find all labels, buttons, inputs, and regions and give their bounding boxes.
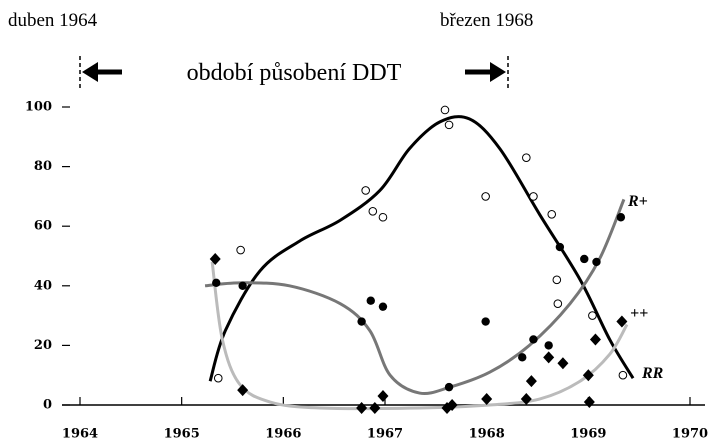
curve-label: ++	[630, 305, 648, 322]
point	[616, 213, 626, 222]
point	[588, 311, 597, 320]
fit-curve	[204, 198, 626, 396]
point	[580, 254, 589, 264]
fit-curve	[208, 115, 635, 382]
point	[369, 401, 381, 414]
point	[481, 192, 490, 201]
point	[236, 245, 245, 255]
point	[238, 281, 247, 290]
point	[582, 369, 594, 382]
point	[529, 335, 538, 344]
point	[592, 257, 601, 267]
point	[378, 212, 388, 222]
point	[237, 384, 249, 397]
period-markers	[79, 56, 509, 90]
point	[518, 353, 527, 362]
curve-label: RR	[641, 365, 664, 382]
point	[522, 153, 531, 162]
point	[557, 357, 569, 370]
point	[547, 209, 557, 219]
point	[213, 373, 223, 383]
x-tick-label: 1966	[265, 427, 301, 442]
x-tick-label: 1965	[164, 427, 200, 442]
point	[553, 299, 563, 308]
point	[377, 390, 389, 403]
y-tick-label: 40	[34, 278, 52, 293]
point	[209, 252, 221, 265]
x-tick-label: 1964	[62, 427, 98, 442]
x-tick-label: 1970	[672, 427, 708, 442]
point	[366, 296, 375, 305]
point	[618, 370, 628, 380]
point	[589, 333, 601, 346]
point	[583, 396, 595, 409]
y-tick-label: 20	[34, 338, 52, 353]
point	[529, 192, 538, 201]
y-tick-label: 60	[34, 219, 52, 234]
y-tick-label: 0	[43, 398, 52, 413]
x-tick-label: 1969	[570, 427, 606, 442]
x-tick-label: 1967	[367, 427, 403, 442]
point	[616, 315, 628, 328]
point	[440, 105, 450, 115]
y-tick-label: 80	[34, 159, 52, 174]
point	[520, 393, 532, 406]
curve-label: R+	[627, 193, 648, 210]
point	[525, 375, 537, 388]
point	[543, 351, 555, 364]
point	[444, 382, 454, 392]
point	[446, 399, 458, 411]
y-tick-label: 100	[25, 100, 52, 115]
point	[481, 317, 490, 326]
point	[361, 186, 370, 195]
point	[357, 317, 366, 326]
point	[356, 401, 368, 414]
point	[544, 341, 553, 350]
point	[555, 242, 565, 252]
point	[552, 275, 562, 285]
x-tick-label: 1968	[469, 427, 505, 442]
point	[212, 278, 221, 288]
point	[368, 207, 378, 216]
annotation: období působení DDT	[187, 60, 402, 86]
point	[378, 302, 388, 311]
annotation: březen 1968	[440, 10, 533, 31]
point	[444, 120, 454, 130]
annotation: duben 1964	[8, 10, 98, 31]
point	[481, 393, 493, 406]
